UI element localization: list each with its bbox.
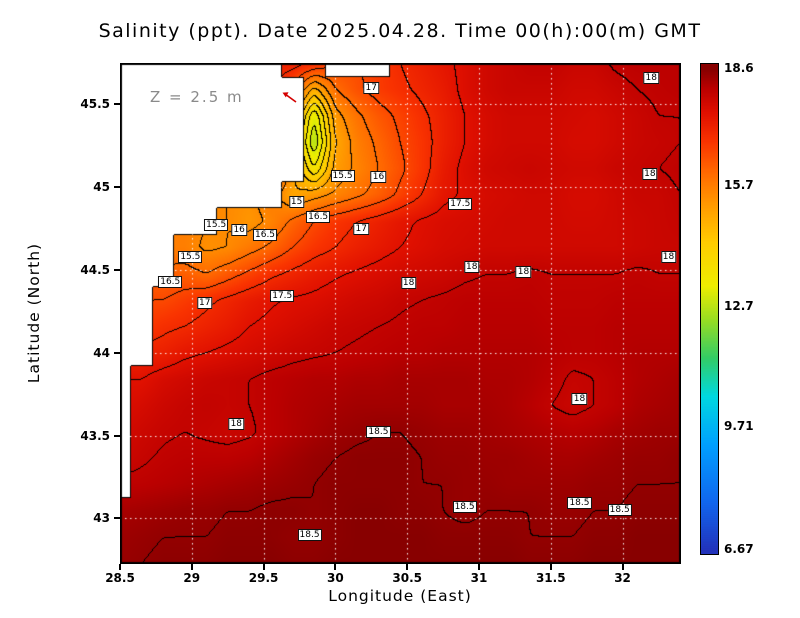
y-tick-mark (114, 186, 120, 189)
y-tick-mark (114, 517, 120, 520)
x-tick-mark (119, 564, 121, 570)
colorbar-canvas (700, 63, 719, 555)
x-tick-label: 30.5 (392, 571, 422, 585)
y-tick-mark (114, 351, 120, 354)
x-tick-mark (477, 564, 480, 570)
chart-title: Salinity (ppt). Date 2025.04.28. Time 00… (98, 20, 702, 42)
y-tick-label: 44 (93, 345, 110, 360)
salinity-map-canvas (120, 63, 681, 564)
x-tick-mark (262, 564, 265, 570)
colorbar-tick-label: 9.71 (724, 419, 754, 434)
x-tick-label: 30 (327, 571, 344, 585)
y-tick-label: 45.5 (80, 97, 110, 112)
x-tick-mark (621, 564, 624, 570)
colorbar-tick-label: 6.67 (724, 542, 754, 556)
colorbar-tick-label: 18.6 (724, 61, 754, 75)
y-tick-label: 43.5 (80, 428, 110, 443)
x-tick-label: 31 (470, 571, 488, 585)
x-tick-label: 31.5 (535, 571, 566, 585)
colorbar-tick-label: 15.7 (724, 177, 754, 192)
x-tick-label: 28.5 (105, 571, 135, 585)
y-axis-label: Latitude (North) (25, 242, 43, 384)
x-tick-label: 32 (614, 571, 631, 585)
x-tick-label: 29.5 (248, 571, 279, 585)
x-tick-mark (334, 564, 337, 570)
colorbar-tick-label: 12.7 (724, 298, 754, 313)
y-tick-label: 44.5 (80, 262, 110, 277)
y-tick-label: 45 (93, 180, 110, 195)
x-tick-label: 29 (183, 571, 201, 585)
y-tick-mark (114, 103, 120, 106)
y-tick-mark (114, 434, 120, 437)
y-tick-mark (114, 268, 120, 271)
x-tick-mark (549, 564, 552, 570)
x-axis-label: Longitude (East) (328, 587, 472, 605)
x-tick-mark (190, 564, 193, 570)
x-tick-mark (406, 564, 409, 570)
y-tick-label: 43 (93, 511, 110, 526)
